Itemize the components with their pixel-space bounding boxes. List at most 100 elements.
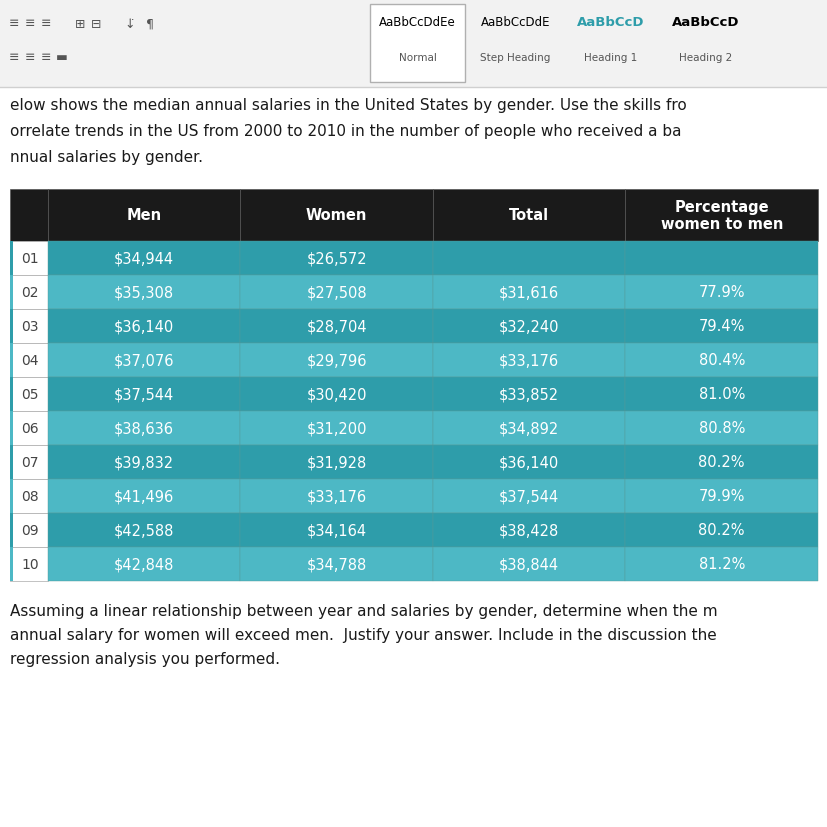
Text: $34,788: $34,788 — [306, 557, 366, 571]
Text: Normal: Normal — [398, 53, 436, 63]
Text: ≡: ≡ — [9, 17, 19, 31]
Bar — [0, 0, 827, 88]
Bar — [10, 309, 13, 343]
Bar — [10, 343, 48, 378]
Bar — [10, 480, 48, 514]
Text: $36,140: $36,140 — [114, 319, 174, 334]
Bar — [433, 378, 624, 412]
Text: $29,796: $29,796 — [306, 353, 366, 368]
Bar — [48, 275, 240, 309]
Text: $35,308: $35,308 — [114, 285, 174, 300]
Text: $31,616: $31,616 — [499, 285, 558, 300]
Text: 05: 05 — [22, 388, 39, 402]
Bar — [10, 309, 48, 343]
FancyBboxPatch shape — [370, 5, 465, 83]
Bar — [624, 378, 817, 412]
Text: $38,428: $38,428 — [499, 523, 559, 538]
Text: $42,588: $42,588 — [114, 523, 174, 538]
Text: 04: 04 — [22, 354, 39, 367]
Text: ↓̈: ↓̈ — [125, 17, 135, 31]
Bar — [10, 446, 48, 480]
Text: 80.2%: 80.2% — [698, 523, 744, 538]
Text: regression analysis you performed.: regression analysis you performed. — [10, 651, 280, 667]
Text: $33,852: $33,852 — [499, 387, 558, 402]
Bar — [433, 514, 624, 547]
Text: $31,928: $31,928 — [306, 455, 366, 470]
Bar — [240, 547, 433, 581]
Bar — [10, 446, 13, 480]
Text: Step Heading: Step Heading — [480, 53, 550, 63]
Bar — [433, 446, 624, 480]
Bar — [10, 514, 13, 547]
Bar — [240, 309, 433, 343]
Text: ≡: ≡ — [25, 51, 36, 65]
Text: $32,240: $32,240 — [499, 319, 559, 334]
Text: AaBbCcD: AaBbCcD — [576, 16, 643, 28]
Text: ≡: ≡ — [41, 17, 51, 31]
Text: 79.4%: 79.4% — [698, 319, 744, 334]
Bar — [433, 189, 624, 241]
Bar — [240, 412, 433, 446]
Text: $42,848: $42,848 — [114, 557, 174, 571]
Bar — [624, 547, 817, 581]
Text: $36,140: $36,140 — [499, 455, 559, 470]
Text: Women: Women — [306, 208, 367, 223]
Text: $37,544: $37,544 — [499, 489, 559, 504]
Text: ⊟: ⊟ — [91, 17, 101, 31]
Text: $28,704: $28,704 — [306, 319, 366, 334]
Text: elow shows the median annual salaries in the United States by gender. Use the sk: elow shows the median annual salaries in… — [10, 98, 686, 112]
Text: 81.2%: 81.2% — [698, 557, 744, 571]
Text: 07: 07 — [22, 456, 39, 470]
Text: $30,420: $30,420 — [306, 387, 366, 402]
Text: Percentage: Percentage — [674, 199, 768, 214]
Text: 06: 06 — [22, 422, 39, 436]
Bar — [433, 241, 624, 275]
Text: 80.4%: 80.4% — [698, 353, 744, 368]
Bar — [433, 547, 624, 581]
Bar — [240, 343, 433, 378]
Bar — [10, 412, 13, 446]
Bar — [10, 275, 48, 309]
Text: 81.0%: 81.0% — [698, 387, 744, 402]
Bar — [10, 241, 13, 275]
Bar — [240, 514, 433, 547]
Bar — [624, 309, 817, 343]
Bar — [48, 309, 240, 343]
Text: women to men: women to men — [660, 217, 782, 232]
Bar — [48, 446, 240, 480]
Bar — [10, 412, 48, 446]
Bar — [240, 189, 433, 241]
Bar — [10, 343, 13, 378]
Text: $41,496: $41,496 — [114, 489, 174, 504]
Bar — [624, 446, 817, 480]
Bar — [433, 309, 624, 343]
Bar — [624, 343, 817, 378]
Text: Heading 1: Heading 1 — [583, 53, 636, 63]
Text: $34,944: $34,944 — [114, 251, 174, 266]
Bar — [240, 480, 433, 514]
Bar — [10, 378, 13, 412]
Bar — [10, 547, 48, 581]
Bar — [48, 547, 240, 581]
Text: Men: Men — [127, 208, 161, 223]
Bar — [48, 480, 240, 514]
Bar — [240, 378, 433, 412]
Text: nnual salaries by gender.: nnual salaries by gender. — [10, 150, 203, 165]
Bar — [240, 275, 433, 309]
Text: Assuming a linear relationship between year and salaries by gender, determine wh: Assuming a linear relationship between y… — [10, 603, 717, 619]
Text: $33,176: $33,176 — [499, 353, 558, 368]
Text: ≡: ≡ — [25, 17, 36, 31]
Bar — [240, 241, 433, 275]
Text: 80.8%: 80.8% — [698, 421, 744, 436]
Bar — [10, 189, 48, 241]
Bar — [48, 514, 240, 547]
Bar — [48, 378, 240, 412]
Text: ▬: ▬ — [56, 51, 68, 65]
Bar — [624, 241, 817, 275]
Text: 01: 01 — [22, 251, 39, 265]
Text: $37,544: $37,544 — [114, 387, 174, 402]
Text: $34,164: $34,164 — [306, 523, 366, 538]
Bar — [433, 343, 624, 378]
Text: 10: 10 — [22, 557, 39, 571]
Text: ≡: ≡ — [9, 51, 19, 65]
